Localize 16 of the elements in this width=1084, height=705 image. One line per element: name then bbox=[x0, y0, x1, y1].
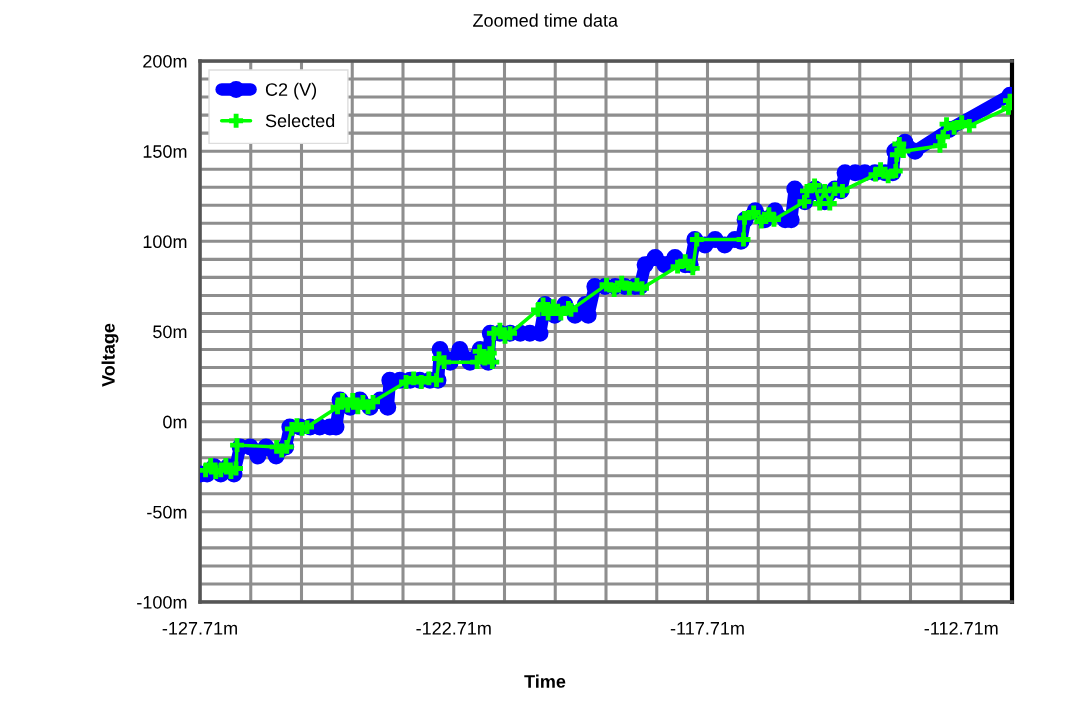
x-tick-label: -112.71m bbox=[924, 621, 998, 635]
legend-label: C2 (V) bbox=[265, 82, 317, 100]
y-tick-label: 0m bbox=[163, 415, 187, 429]
y-tick-label: 150m bbox=[143, 145, 187, 158]
y-tick-label: -50m bbox=[147, 505, 187, 519]
x-axis-title: Time bbox=[524, 674, 566, 688]
legend-label: Selected bbox=[265, 113, 335, 128]
y-tick-label: 50m bbox=[153, 325, 187, 339]
y-tick-label: -100m bbox=[137, 595, 187, 609]
y-axis-title: Voltage bbox=[101, 323, 119, 387]
x-tick-label: -127.71m bbox=[162, 621, 237, 635]
x-tick-label: -122.71m bbox=[416, 621, 491, 635]
y-tick-label: 200m bbox=[143, 54, 187, 68]
chart-title: Zoomed time data bbox=[473, 13, 619, 27]
x-tick-label: -117.71m bbox=[670, 622, 744, 635]
y-tick-label: 100m bbox=[143, 235, 187, 249]
